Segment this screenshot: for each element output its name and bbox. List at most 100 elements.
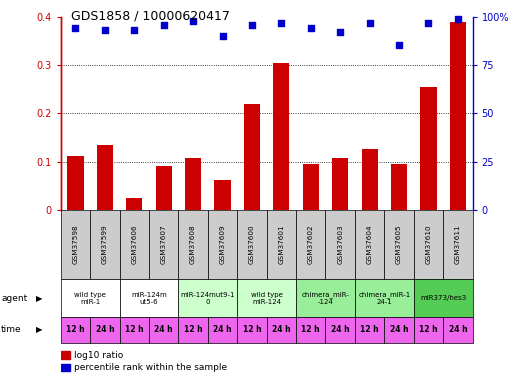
Text: GSM37607: GSM37607 <box>161 225 167 264</box>
Bar <box>355 210 384 279</box>
Bar <box>384 317 414 343</box>
Text: GSM37604: GSM37604 <box>366 225 373 264</box>
Bar <box>296 279 355 317</box>
Bar <box>208 317 237 343</box>
Text: 24 h: 24 h <box>272 326 290 334</box>
Point <box>189 18 197 24</box>
Bar <box>61 351 70 358</box>
Text: chimera_miR-
-124: chimera_miR- -124 <box>301 291 350 305</box>
Text: 12 h: 12 h <box>360 326 379 334</box>
Bar <box>355 317 384 343</box>
Text: GSM37602: GSM37602 <box>308 225 314 264</box>
Point <box>395 42 403 48</box>
Bar <box>68 156 83 210</box>
Text: log10 ratio: log10 ratio <box>74 351 123 360</box>
Point <box>159 22 168 28</box>
Point <box>277 20 286 26</box>
Text: GDS1858 / 10000620417: GDS1858 / 10000620417 <box>71 9 230 22</box>
Point <box>424 20 432 26</box>
Text: time: time <box>1 326 22 334</box>
Text: wild type
miR-124: wild type miR-124 <box>251 292 282 304</box>
Bar <box>237 210 267 279</box>
Bar <box>90 210 119 279</box>
Bar <box>90 317 119 343</box>
Text: 12 h: 12 h <box>125 326 144 334</box>
Text: chimera_miR-1
24-1: chimera_miR-1 24-1 <box>358 291 410 305</box>
Bar <box>267 317 296 343</box>
Text: 12 h: 12 h <box>243 326 261 334</box>
Bar <box>414 279 473 317</box>
Bar <box>303 164 319 210</box>
Point <box>454 16 462 22</box>
Point <box>248 22 256 28</box>
Bar <box>214 180 231 210</box>
Text: 12 h: 12 h <box>66 326 84 334</box>
Bar <box>119 210 149 279</box>
Text: 24 h: 24 h <box>154 326 173 334</box>
Bar <box>384 210 414 279</box>
Text: 24 h: 24 h <box>96 326 114 334</box>
Bar <box>443 210 473 279</box>
Bar <box>149 317 178 343</box>
Bar <box>325 210 355 279</box>
Text: 24 h: 24 h <box>449 326 467 334</box>
Text: 12 h: 12 h <box>419 326 438 334</box>
Bar <box>208 210 237 279</box>
Point <box>101 27 109 33</box>
Bar <box>178 317 208 343</box>
Bar <box>296 317 325 343</box>
Text: agent: agent <box>1 294 27 303</box>
Bar <box>267 210 296 279</box>
Text: GSM37608: GSM37608 <box>190 225 196 264</box>
Bar <box>178 279 237 317</box>
Text: GSM37605: GSM37605 <box>396 225 402 264</box>
Bar <box>119 279 178 317</box>
Bar <box>362 148 378 210</box>
Text: GSM37611: GSM37611 <box>455 225 461 264</box>
Bar <box>332 158 348 210</box>
Text: miR373/hes3: miR373/hes3 <box>420 295 466 301</box>
Point <box>218 33 227 39</box>
Point <box>307 26 315 32</box>
Text: GSM37606: GSM37606 <box>131 225 137 264</box>
Text: GSM37599: GSM37599 <box>102 225 108 264</box>
Text: GSM37610: GSM37610 <box>426 225 431 264</box>
Bar <box>443 317 473 343</box>
Bar <box>126 198 143 210</box>
Bar <box>355 279 414 317</box>
Bar <box>61 317 90 343</box>
Bar <box>237 279 296 317</box>
Bar <box>61 279 119 317</box>
Point <box>365 20 374 26</box>
Bar <box>414 317 443 343</box>
Text: 12 h: 12 h <box>301 326 320 334</box>
Bar <box>244 104 260 210</box>
Bar <box>391 164 407 210</box>
Text: GSM37603: GSM37603 <box>337 225 343 264</box>
Text: miR-124mut9-1
0: miR-124mut9-1 0 <box>181 292 235 304</box>
Bar <box>325 317 355 343</box>
Text: ▶: ▶ <box>36 326 42 334</box>
Bar <box>61 210 90 279</box>
Bar <box>420 87 437 210</box>
Text: percentile rank within the sample: percentile rank within the sample <box>74 363 227 372</box>
Text: GSM37598: GSM37598 <box>72 225 79 264</box>
Text: wild type
miR-1: wild type miR-1 <box>74 292 106 304</box>
Text: GSM37600: GSM37600 <box>249 225 255 264</box>
Bar <box>274 63 289 210</box>
Text: GSM37601: GSM37601 <box>278 225 285 264</box>
Bar <box>149 210 178 279</box>
Bar <box>61 364 70 371</box>
Point <box>336 29 344 35</box>
Bar <box>97 145 113 210</box>
Text: 12 h: 12 h <box>184 326 202 334</box>
Text: miR-124m
ut5-6: miR-124m ut5-6 <box>131 292 167 304</box>
Text: 24 h: 24 h <box>390 326 408 334</box>
Bar <box>450 22 466 210</box>
Bar <box>414 210 443 279</box>
Point <box>71 26 80 32</box>
Bar <box>119 317 149 343</box>
Text: 24 h: 24 h <box>331 326 350 334</box>
Bar <box>178 210 208 279</box>
Bar <box>237 317 267 343</box>
